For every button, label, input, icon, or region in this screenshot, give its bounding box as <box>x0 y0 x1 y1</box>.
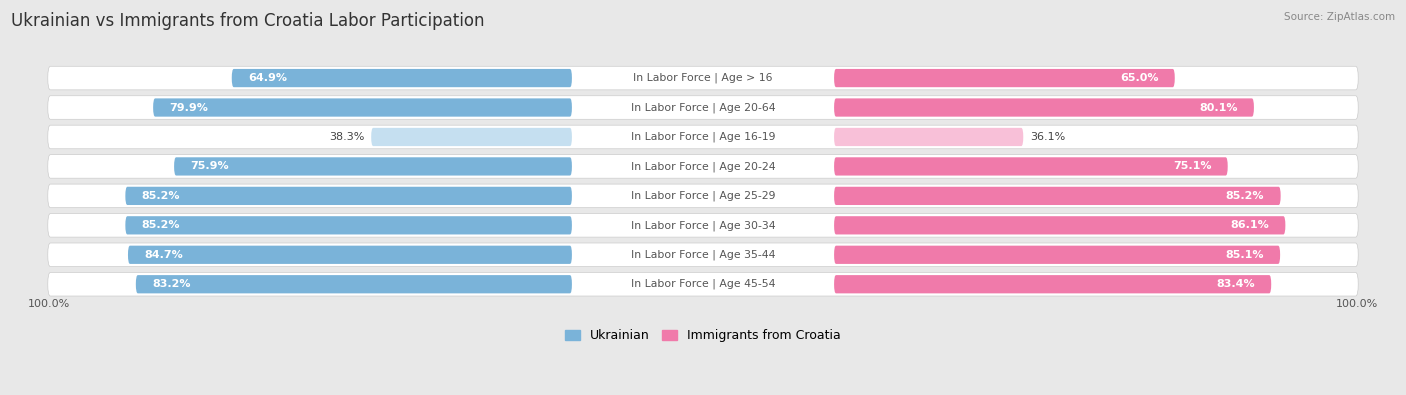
Text: 84.7%: 84.7% <box>145 250 183 260</box>
Text: In Labor Force | Age > 16: In Labor Force | Age > 16 <box>633 73 773 83</box>
Text: 100.0%: 100.0% <box>1336 299 1378 309</box>
Text: In Labor Force | Age 30-34: In Labor Force | Age 30-34 <box>631 220 775 231</box>
FancyBboxPatch shape <box>136 275 572 293</box>
Text: In Labor Force | Age 35-44: In Labor Force | Age 35-44 <box>631 250 775 260</box>
Legend: Ukrainian, Immigrants from Croatia: Ukrainian, Immigrants from Croatia <box>560 324 846 347</box>
Text: 65.0%: 65.0% <box>1121 73 1159 83</box>
Text: 64.9%: 64.9% <box>247 73 287 83</box>
Text: 80.1%: 80.1% <box>1199 103 1237 113</box>
Text: 83.4%: 83.4% <box>1216 279 1254 289</box>
FancyBboxPatch shape <box>48 214 1358 237</box>
Text: In Labor Force | Age 16-19: In Labor Force | Age 16-19 <box>631 132 775 142</box>
FancyBboxPatch shape <box>232 69 572 87</box>
FancyBboxPatch shape <box>125 187 572 205</box>
FancyBboxPatch shape <box>48 243 1358 267</box>
FancyBboxPatch shape <box>48 155 1358 178</box>
FancyBboxPatch shape <box>834 187 1281 205</box>
Text: 85.2%: 85.2% <box>142 220 180 230</box>
Text: Source: ZipAtlas.com: Source: ZipAtlas.com <box>1284 12 1395 22</box>
FancyBboxPatch shape <box>572 215 834 236</box>
FancyBboxPatch shape <box>834 98 1254 117</box>
Text: In Labor Force | Age 25-29: In Labor Force | Age 25-29 <box>631 191 775 201</box>
FancyBboxPatch shape <box>572 186 834 206</box>
FancyBboxPatch shape <box>48 125 1358 149</box>
Text: 79.9%: 79.9% <box>170 103 208 113</box>
FancyBboxPatch shape <box>572 68 834 88</box>
Text: 75.1%: 75.1% <box>1173 162 1212 171</box>
FancyBboxPatch shape <box>174 157 572 175</box>
FancyBboxPatch shape <box>572 97 834 118</box>
Text: 86.1%: 86.1% <box>1230 220 1270 230</box>
Text: In Labor Force | Age 45-54: In Labor Force | Age 45-54 <box>631 279 775 290</box>
Text: 85.1%: 85.1% <box>1225 250 1264 260</box>
FancyBboxPatch shape <box>572 274 834 295</box>
Text: 85.2%: 85.2% <box>142 191 180 201</box>
FancyBboxPatch shape <box>572 127 834 147</box>
Text: 38.3%: 38.3% <box>329 132 364 142</box>
Text: 75.9%: 75.9% <box>190 162 229 171</box>
FancyBboxPatch shape <box>48 96 1358 119</box>
FancyBboxPatch shape <box>834 216 1285 235</box>
FancyBboxPatch shape <box>371 128 572 146</box>
FancyBboxPatch shape <box>834 246 1279 264</box>
Text: 83.2%: 83.2% <box>152 279 191 289</box>
Text: In Labor Force | Age 20-24: In Labor Force | Age 20-24 <box>631 161 775 172</box>
FancyBboxPatch shape <box>834 128 1024 146</box>
FancyBboxPatch shape <box>834 157 1227 175</box>
FancyBboxPatch shape <box>48 66 1358 90</box>
FancyBboxPatch shape <box>572 156 834 177</box>
FancyBboxPatch shape <box>48 184 1358 208</box>
FancyBboxPatch shape <box>572 245 834 265</box>
FancyBboxPatch shape <box>834 275 1271 293</box>
Text: In Labor Force | Age 20-64: In Labor Force | Age 20-64 <box>631 102 775 113</box>
FancyBboxPatch shape <box>125 216 572 235</box>
Text: 36.1%: 36.1% <box>1029 132 1066 142</box>
Text: 85.2%: 85.2% <box>1226 191 1264 201</box>
FancyBboxPatch shape <box>128 246 572 264</box>
Text: Ukrainian vs Immigrants from Croatia Labor Participation: Ukrainian vs Immigrants from Croatia Lab… <box>11 12 485 30</box>
FancyBboxPatch shape <box>834 69 1175 87</box>
Text: 100.0%: 100.0% <box>28 299 70 309</box>
FancyBboxPatch shape <box>153 98 572 117</box>
FancyBboxPatch shape <box>48 273 1358 296</box>
